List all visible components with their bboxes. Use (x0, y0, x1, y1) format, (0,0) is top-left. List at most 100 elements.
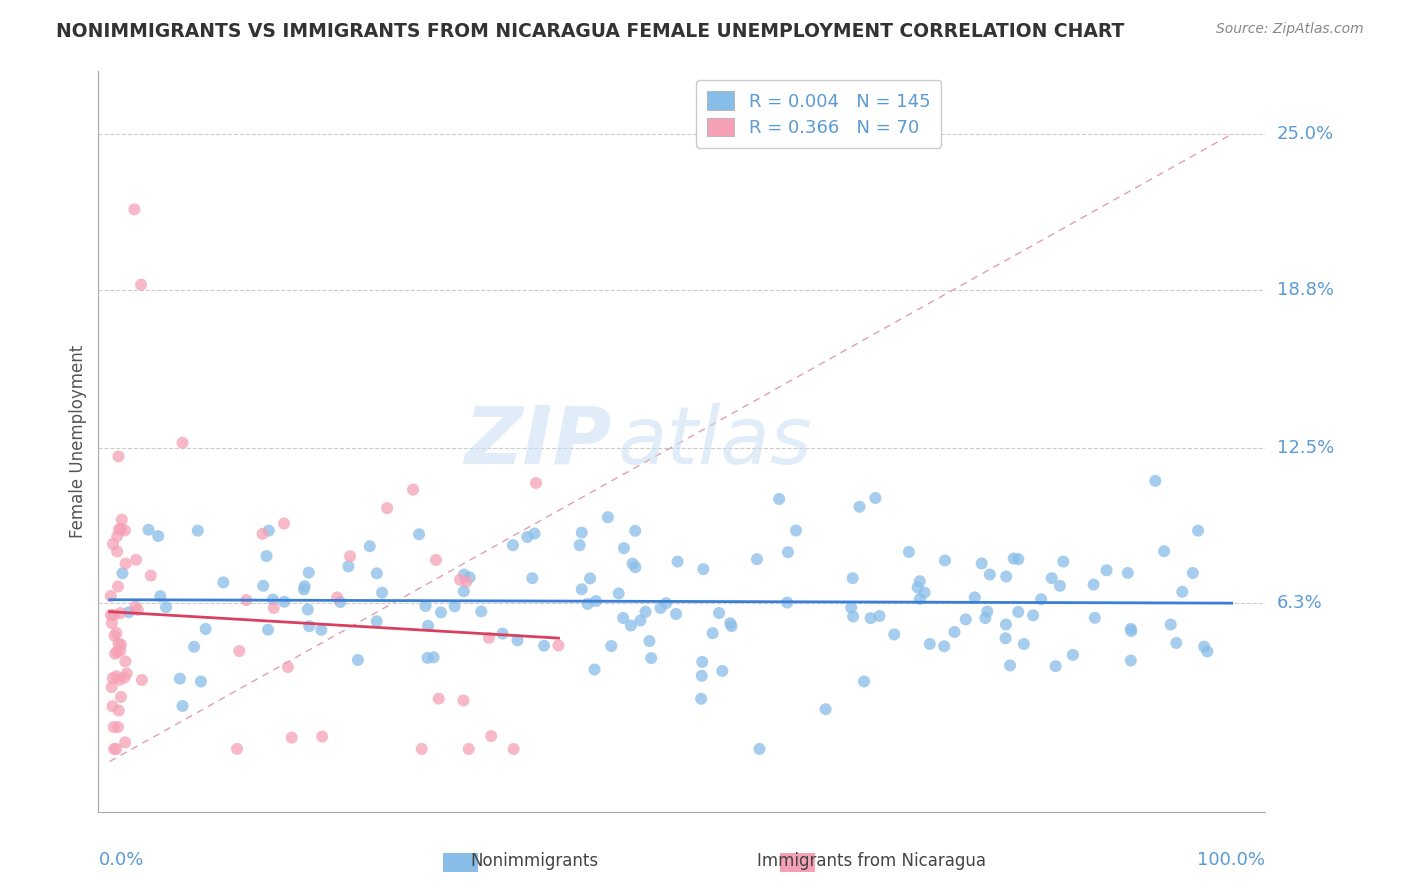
Point (298, 566, 321, 580)
Point (970, 557, 993, 571)
Point (235, 593, 257, 607)
Point (976, 605, 998, 619)
Point (415, 599, 437, 613)
Text: 6.3%: 6.3% (1277, 594, 1322, 613)
Point (585, 594, 607, 608)
Text: ZIP: ZIP (464, 402, 612, 481)
Point (111, 566, 134, 581)
Point (579, 571, 602, 585)
Point (600, 639, 623, 653)
Point (427, 691, 450, 706)
Point (666, 555, 689, 569)
Point (897, 545, 920, 559)
Point (262, 592, 284, 607)
Point (776, 596, 799, 610)
Point (129, 277, 152, 292)
Point (955, 612, 977, 626)
Point (172, 435, 194, 450)
Point (1007, 552, 1029, 566)
Point (1002, 551, 1025, 566)
Point (228, 644, 250, 658)
Point (711, 664, 734, 678)
Point (768, 491, 790, 506)
Point (408, 527, 430, 541)
Point (326, 591, 349, 605)
Point (1083, 577, 1105, 591)
Point (430, 606, 453, 620)
Point (114, 557, 136, 571)
Point (523, 526, 546, 541)
Point (576, 597, 599, 611)
Point (491, 626, 513, 640)
Point (110, 522, 132, 536)
Legend: R = 0.004   N = 145, R = 0.366   N = 70: R = 0.004 N = 145, R = 0.366 N = 70 (696, 80, 941, 148)
Point (974, 611, 997, 625)
Point (690, 691, 713, 706)
Point (273, 595, 295, 609)
Point (105, 544, 128, 558)
Point (359, 539, 381, 553)
Point (707, 606, 730, 620)
Text: Nonimmigrants: Nonimmigrants (470, 852, 599, 870)
Point (613, 541, 636, 556)
Point (148, 529, 170, 543)
Point (596, 510, 619, 524)
Point (620, 618, 643, 632)
Point (692, 562, 714, 576)
Point (1192, 640, 1215, 654)
Point (979, 567, 1001, 582)
Point (103, 720, 125, 734)
Point (294, 579, 316, 593)
Point (103, 608, 125, 623)
Point (814, 702, 837, 716)
Point (571, 582, 593, 597)
Point (311, 730, 333, 744)
Point (172, 698, 194, 713)
Point (131, 673, 153, 687)
Point (1095, 563, 1118, 577)
Point (101, 671, 124, 685)
Point (194, 622, 217, 636)
Point (612, 611, 634, 625)
Point (479, 729, 502, 743)
Point (311, 623, 333, 637)
Point (478, 631, 501, 645)
Point (859, 611, 882, 625)
Point (702, 626, 724, 640)
Point (100, 680, 122, 694)
Point (934, 553, 956, 567)
Point (1040, 571, 1063, 585)
Point (502, 742, 524, 756)
Point (114, 735, 136, 749)
Point (107, 704, 129, 718)
Point (1084, 611, 1107, 625)
Point (1052, 555, 1074, 569)
Point (149, 589, 172, 603)
Point (108, 522, 131, 536)
Point (114, 654, 136, 668)
Point (1012, 637, 1035, 651)
Point (841, 571, 863, 585)
Point (776, 545, 799, 559)
Point (100, 607, 122, 622)
Point (640, 651, 662, 665)
Point (634, 605, 657, 619)
Point (456, 574, 478, 589)
Point (839, 600, 862, 615)
Point (101, 616, 124, 631)
Point (103, 742, 125, 756)
Text: Immigrants from Nicaragua: Immigrants from Nicaragua (758, 852, 986, 870)
Point (273, 516, 295, 531)
Point (1119, 622, 1142, 636)
Point (107, 720, 129, 734)
Point (443, 599, 465, 614)
Point (252, 579, 274, 593)
Point (914, 585, 936, 599)
Point (1119, 653, 1142, 667)
Point (101, 537, 124, 551)
Point (107, 637, 129, 651)
Point (298, 619, 321, 633)
Point (1187, 524, 1209, 538)
Point (183, 640, 205, 654)
Point (127, 603, 149, 617)
